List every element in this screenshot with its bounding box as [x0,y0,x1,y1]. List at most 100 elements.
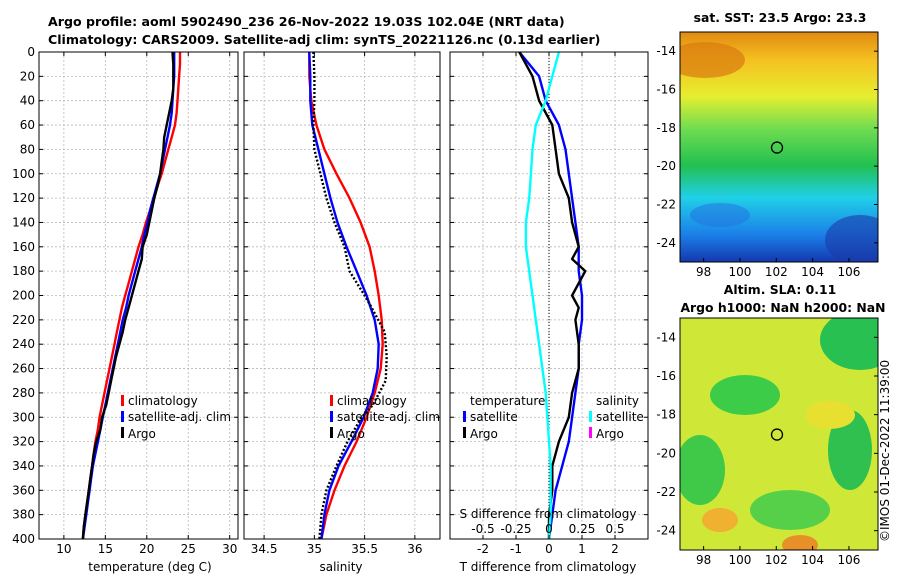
y-tick-label: 360 [12,483,35,497]
y-tick-label: 80 [20,142,35,156]
map-x-tick-label: 98 [696,553,711,567]
salinity-panel: 34.5 35 35.5 36 [243,51,441,556]
y-tick-label: 300 [12,410,35,424]
sla-high-patch [782,535,818,550]
sst-map-axes: 98 100 102 104 106 -14 -16 -18 -20 -22 -24 [656,44,878,279]
map-x-tick-label: 106 [837,265,860,279]
figure-title-line-1: Argo profile: aoml 5902490_236 26-Nov-20… [48,14,565,29]
profile-location-marker [770,428,784,441]
map-x-tick-label: 100 [728,265,751,279]
series-line-salinity-satellite [524,51,561,540]
x-tick-label: 34.5 [251,542,278,556]
y-tick-label: 380 [12,508,35,522]
sla-high-patch [702,508,738,532]
sla-low-patch [680,435,725,505]
sst-warm-patch [680,42,745,78]
temperature-xlabel: temperature (deg C) [88,560,211,574]
y-tick-label: 140 [12,215,35,229]
legend-label-climatology: climatology [128,394,198,408]
legend-label-argo: Argo [128,427,156,441]
map-y-tick-label: -20 [656,446,676,460]
x-tick-label: 35 [307,542,322,556]
temperature-legend: climatology satellite-adj. clim Argo [121,394,231,441]
legend-swatch-satellite [121,411,124,422]
y-tick-label: 100 [12,167,35,181]
x-tick-label: 20 [139,542,154,556]
legend-swatch-argo [330,427,333,438]
y-tick-label: 160 [12,240,35,254]
y-tick-label: 120 [12,191,35,205]
x-tick-label: 30 [222,542,237,556]
x-tick-label: 0 [545,542,553,556]
legend-label-satellite: satellite-adj. clim [337,410,440,424]
y-tick-label: 20 [20,69,35,83]
sla-high-patch [805,401,855,429]
difference-legend: temperature satellite Argo salinity sate… [463,394,644,441]
map-y-tick-label: -16 [656,369,676,383]
legend-swatch-t-argo [463,427,466,438]
sla-map-title-line-1: Altim. SLA: 0.11 [723,282,837,297]
salinity-legend: climatology satellite-adj. clim Argo [330,394,440,441]
x-tick-label: -2 [477,542,489,556]
legend-label-satellite: satellite-adj. clim [128,410,231,424]
difference-panel: -2 -1 0 1 2 -0.5 -0.25 0 0.25 0.5 [449,51,649,556]
y-tick-label: 260 [12,362,35,376]
legend-swatch-argo [121,427,124,438]
y-tick-label: 280 [12,386,35,400]
x2-tick-label: 0 [545,522,553,536]
series-line-satellite-adj-clim [81,52,176,540]
legend-swatch-satellite [330,411,333,422]
legend-label-s-argo: Argo [596,427,624,441]
difference-xlabel-top: S difference from climatology [460,507,637,521]
x2-tick-label: 0.5 [605,522,624,536]
sst-map-frame [679,31,879,263]
legend-label-argo: Argo [337,427,365,441]
y-tick-label: 60 [20,118,35,132]
sla-map-axes: 98 100 102 104 106 -14 -16 -18 -20 -22 -24 [656,330,878,567]
y-tick-label: 0 [27,45,35,59]
legend-swatch-s-satellite [589,411,592,422]
y-tick-label: 200 [12,289,35,303]
legend-swatch-climatology [330,395,333,406]
sst-map [680,32,878,262]
legend-title-salinity: salinity [596,394,639,408]
x-tick-label: 2 [611,542,619,556]
map-y-tick-label: -18 [656,408,676,422]
x-tick-label: 15 [98,542,113,556]
legend-swatch-climatology [121,395,124,406]
y-tick-label: 180 [12,264,35,278]
difference-xlabel: T difference from climatology [459,560,637,574]
map-x-tick-label: 98 [696,265,711,279]
y-tick-label: 240 [12,337,35,351]
map-y-tick-label: -14 [656,330,676,344]
series-line-argo [312,51,388,540]
sla-low-patch [820,318,878,370]
y-tick-label: 400 [12,532,35,546]
series-line-temperature-argo [518,51,587,539]
y-tick-label: 320 [12,435,35,449]
map-y-tick-label: -16 [656,83,676,97]
map-y-tick-label: -18 [656,121,676,135]
sla-low-patch [750,490,830,530]
legend-label-s-satellite: satellite [596,410,644,424]
sla-low-patch [828,410,872,490]
sla-map-title-line-2: Argo h1000: NaN h2000: NaN [680,300,886,315]
map-x-tick-label: 106 [837,553,860,567]
x-tick-label: 25 [181,542,196,556]
series-line-temperature-satellite [518,51,584,540]
salinity-xlabel: salinity [319,560,362,574]
y-tick-label: 220 [12,313,35,327]
figure-title-line-2: Climatology: CARS2009. Satellite-adj cli… [48,32,601,47]
map-x-tick-label: 100 [728,553,751,567]
series-line-climatology [308,52,384,540]
x-tick-label: -1 [510,542,522,556]
map-y-tick-label: -24 [656,524,676,538]
map-y-tick-label: -22 [656,485,676,499]
sst-map-title: sat. SST: 23.5 Argo: 23.3 [693,10,867,25]
x-tick-label: 1 [578,542,586,556]
y-tick-label: 40 [20,94,35,108]
series-line-argo [81,51,175,540]
legend-label-t-argo: Argo [470,427,498,441]
x2-tick-label: -0.5 [471,522,494,536]
